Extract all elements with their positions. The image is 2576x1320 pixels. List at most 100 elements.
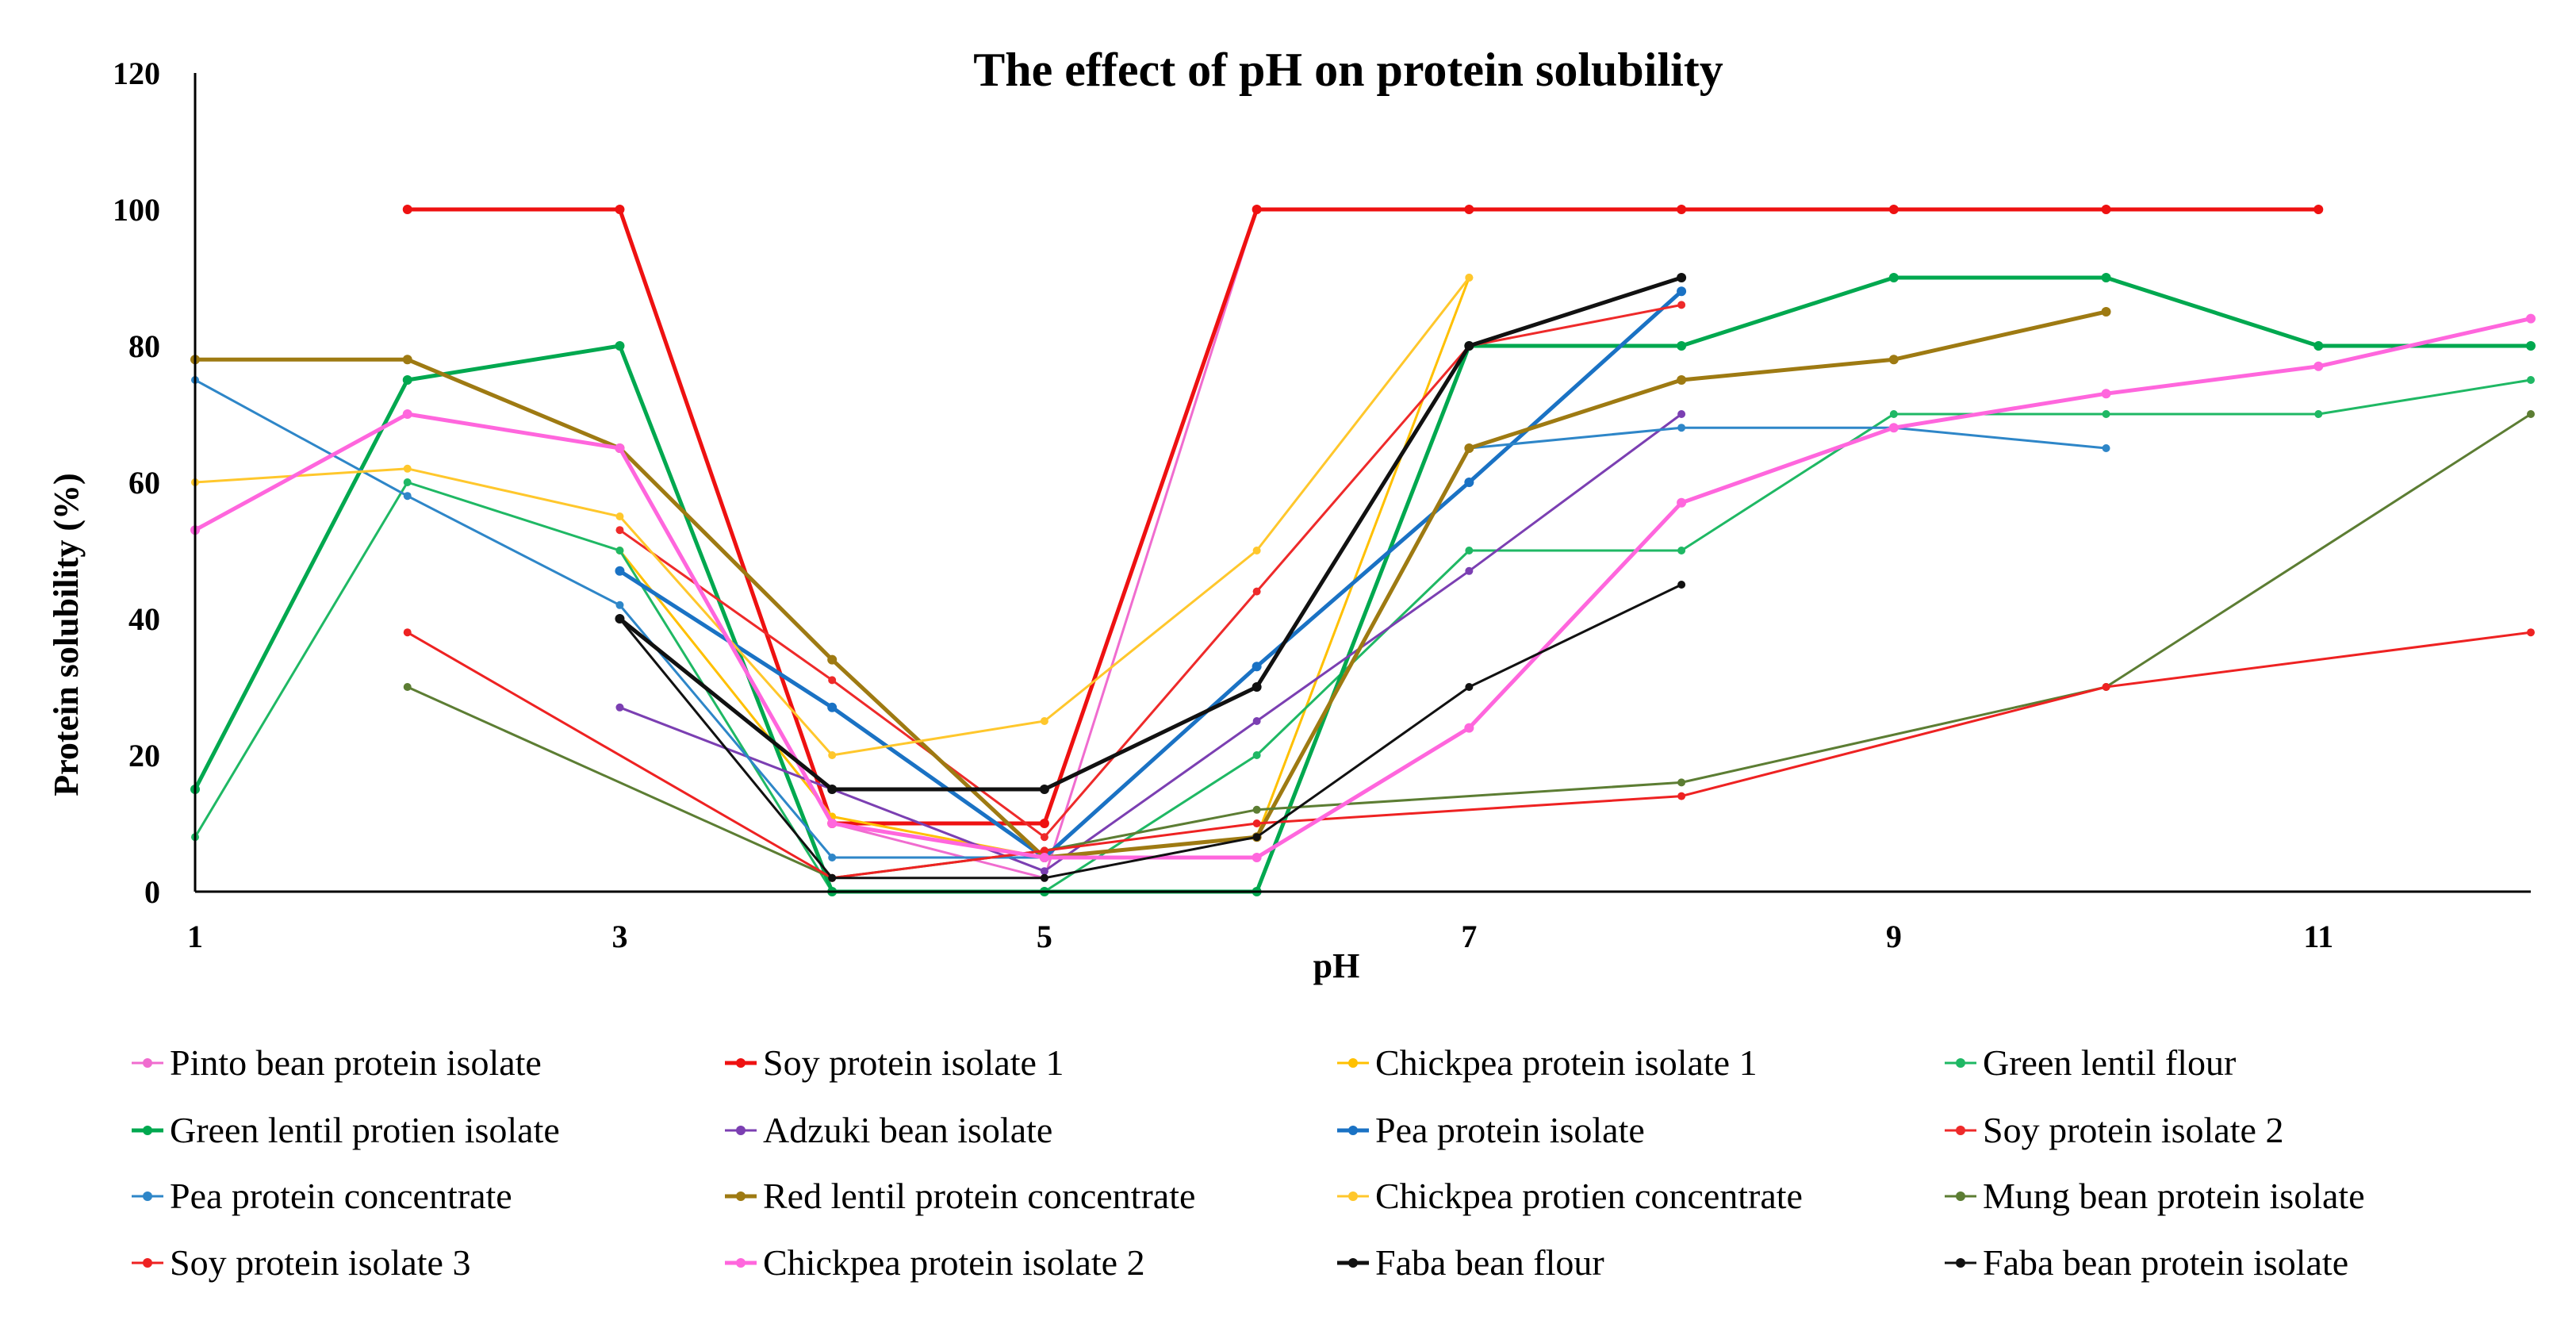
data-point (1252, 682, 1262, 692)
legend-entry: Faba bean protein isolate (1945, 1242, 2348, 1283)
series-line (406, 208, 2320, 880)
data-point (827, 785, 838, 794)
legend-entry: Green lentil protien isolate (132, 1110, 560, 1150)
series-red-lentil-protein-concentrate (190, 307, 2111, 862)
data-point (1040, 867, 1048, 876)
data-point (1677, 273, 1687, 282)
legend-entry: Mung bean protein isolate (1945, 1176, 2365, 1216)
data-point (827, 702, 838, 712)
data-point (1677, 547, 1686, 554)
legend-marker (1956, 1126, 1965, 1135)
legend-marker (1956, 1258, 1965, 1268)
legend-marker (1348, 1058, 1358, 1068)
data-point (1252, 205, 1262, 214)
data-point (615, 512, 624, 520)
series-line (193, 275, 2533, 894)
data-point (615, 615, 624, 623)
legend-entry: Pinto bean protein isolate (132, 1042, 542, 1083)
data-point (1465, 274, 1474, 282)
legend-entry: Soy protein isolate 2 (1945, 1110, 2283, 1150)
data-point (1464, 478, 1474, 487)
data-point (1677, 778, 1686, 787)
x-tick-label: 9 (1886, 919, 1902, 954)
legend-entry: Chickpea protien concentrate (1337, 1176, 1803, 1216)
series-line (193, 317, 2533, 860)
data-point (1039, 819, 1049, 828)
y-tick-label: 120 (113, 56, 160, 91)
data-point (402, 375, 412, 385)
data-point (1677, 581, 1686, 589)
legend-label: Chickpea protien concentrate (1375, 1176, 1803, 1216)
data-point (1677, 424, 1686, 432)
x-tick-label: 7 (1461, 919, 1477, 954)
x-tick-labels: 1 3 5 7 9 11 (187, 919, 2333, 954)
legend-label: Pinto bean protein isolate (170, 1042, 542, 1083)
data-point (2527, 410, 2535, 418)
legend-marker (736, 1058, 746, 1068)
data-point (615, 547, 624, 554)
data-point (1252, 662, 1262, 672)
data-point (1677, 375, 1687, 385)
data-point (615, 703, 624, 712)
data-point (827, 819, 838, 828)
series-line (619, 583, 1683, 880)
series-line (193, 309, 2108, 860)
data-point (402, 409, 412, 419)
data-point (1677, 497, 1687, 508)
y-tick-labels: 0 20 40 60 80 100 120 (113, 56, 160, 910)
axes (194, 73, 2531, 893)
legend-entry: Chickpea protein isolate 2 (725, 1242, 1145, 1283)
series-pinto-bean-protein-isolate (403, 205, 2323, 882)
y-tick-label: 60 (128, 465, 160, 501)
legend-marker (1348, 1258, 1358, 1268)
legend-marker (736, 1191, 746, 1201)
legend-label: Pea protein concentrate (170, 1176, 512, 1216)
legend-marker (736, 1258, 746, 1268)
y-tick-label: 0 (144, 874, 160, 910)
data-point (1252, 547, 1261, 554)
data-point (615, 341, 625, 351)
legend-label: Green lentil flour (1983, 1042, 2236, 1083)
data-point (1252, 587, 1261, 596)
x-tick-label: 1 (187, 919, 203, 954)
legend-entry: Pea protein concentrate (132, 1176, 512, 1216)
data-point (2101, 273, 2111, 282)
series-chickpea-protien-concentrate (191, 274, 1474, 759)
data-point (1888, 355, 1899, 365)
data-point (1252, 751, 1261, 759)
data-point (615, 601, 624, 609)
legend-marker (1348, 1191, 1358, 1201)
data-point (1465, 683, 1474, 691)
data-point (1888, 273, 1899, 282)
x-tick-label: 3 (611, 919, 627, 954)
data-point (615, 526, 624, 535)
data-point (1464, 341, 1474, 351)
data-point (2102, 444, 2110, 452)
legend-entry: Pea protein isolate (1337, 1110, 1645, 1150)
data-point (2313, 341, 2324, 351)
series-line (619, 412, 1683, 873)
data-point (1252, 853, 1262, 862)
legend-entry: Green lentil flour (1945, 1042, 2236, 1083)
legend-marker (143, 1126, 152, 1135)
data-point (1677, 205, 1687, 214)
legend-entry: Adzuki bean isolate (725, 1110, 1052, 1150)
data-point (1677, 286, 1687, 297)
data-point (2102, 683, 2110, 691)
legend-label: Chickpea protein isolate 2 (763, 1242, 1145, 1283)
chart-title: The effect of pH on protein solubility (973, 44, 1723, 96)
legend: Pinto bean protein isolate Soy protein is… (132, 1042, 2365, 1283)
data-point (1252, 833, 1261, 842)
legend-label: Mung bean protein isolate (1983, 1176, 2365, 1216)
series-soy-protein-isolate-2 (615, 301, 1686, 842)
data-point (2313, 205, 2324, 214)
y-axis-label: Protein solubility (%) (47, 473, 86, 796)
series-faba-bean-protein-isolate (615, 581, 1686, 882)
data-point (1464, 205, 1474, 214)
series-line (406, 631, 2532, 880)
legend-entry: Soy protein isolate 3 (132, 1242, 470, 1283)
series-pea-protein-concentrate (191, 376, 2110, 861)
legend-marker (143, 1191, 152, 1201)
series-line (619, 276, 1470, 859)
series-line (618, 289, 1684, 860)
